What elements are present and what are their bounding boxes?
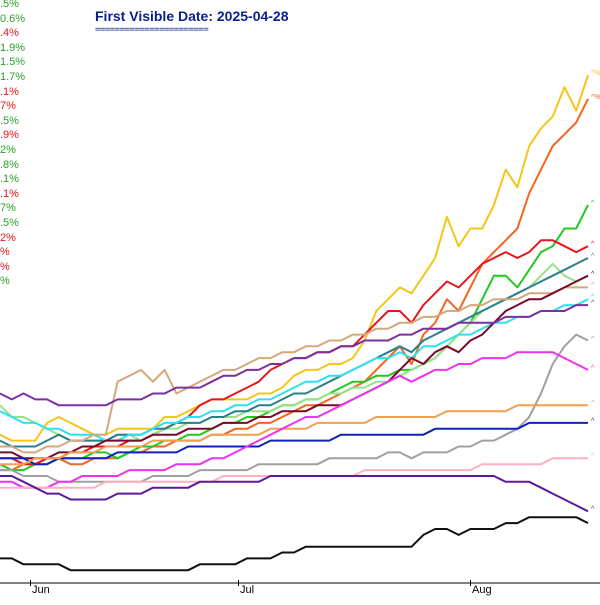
series-end-tag-7: ^ [591,282,595,290]
series-end-tag-9: ^ [591,300,595,308]
series-end-tag-3: ^ [591,241,595,249]
series-end-tag-11: ^ [591,417,595,425]
left-percent-label: 7% [0,100,16,113]
left-percent-label: 7% [0,202,16,215]
chart-title: First Visible Date: 2025-04-28 [95,8,289,24]
series-line-0 [0,74,589,442]
left-percent-label: % [0,246,10,259]
x-axis: Jun Jul Aug [0,580,600,600]
x-tick [238,580,239,586]
series-end-tag-0: ^% [591,70,600,78]
series-line-6 [0,298,589,442]
left-percent-label: .5% [0,217,19,229]
left-percent-label: 1.5% [0,56,26,69]
series-line-10 [0,333,589,483]
left-percent-label: 1.9% [0,41,26,54]
left-percent-label: 2% [0,231,16,244]
left-percent-label: .9% [0,129,19,142]
series-line-7 [0,286,588,454]
series-end-tag-4: ^ [591,270,595,278]
left-percent-label: % [0,260,10,273]
x-tick-label: Jun [32,584,50,596]
series-line-8 [0,274,589,460]
left-percent-label: .1% [0,187,19,200]
series-end-tag-8: ^ [591,270,595,278]
x-tick [30,580,31,586]
series-end-tag-2: ^ [591,200,595,207]
x-tick [470,580,471,586]
left-percent-label: .8% [0,158,19,171]
series-line-1 [0,98,589,472]
x-tick-label: Jul [240,584,255,596]
series-line-14 [0,457,588,489]
series-end-tag-13: ^ [591,364,595,372]
left-percent-label: % [0,275,10,288]
series-line-16 [0,516,589,572]
series-end-tag-10: ^ [591,335,595,343]
series-end-tag-14: ^ [591,453,595,461]
series-line-13 [0,351,589,489]
series-end-tag-1: ^% [591,93,600,101]
series-line-9 [0,304,588,407]
series-end-tag-5: ^ [591,253,595,260]
series-end-tag-6: ^ [591,294,595,302]
series-line-11 [0,421,588,466]
left-percent-label: .1% [0,85,19,98]
series-line-2 [0,204,589,472]
series-line-5 [0,257,589,448]
series-line-12 [0,404,588,466]
series-line-15 [0,475,589,513]
series-end-tag-12: ^ [591,400,595,408]
left-percent-label: 0.6% [0,12,26,25]
left-percent-label: 1.7% [0,71,26,83]
left-percent-label: .4% [0,27,19,40]
chart-title-underline: ======================= [95,25,209,35]
x-tick-label: Aug [472,584,492,596]
series-end-tag-15: ^ [591,506,595,514]
left-percent-label: 2% [0,144,16,156]
left-percent-label: .5% [0,114,19,127]
left-percent-label: .5% [0,0,19,10]
left-percent-label: .1% [0,173,19,186]
